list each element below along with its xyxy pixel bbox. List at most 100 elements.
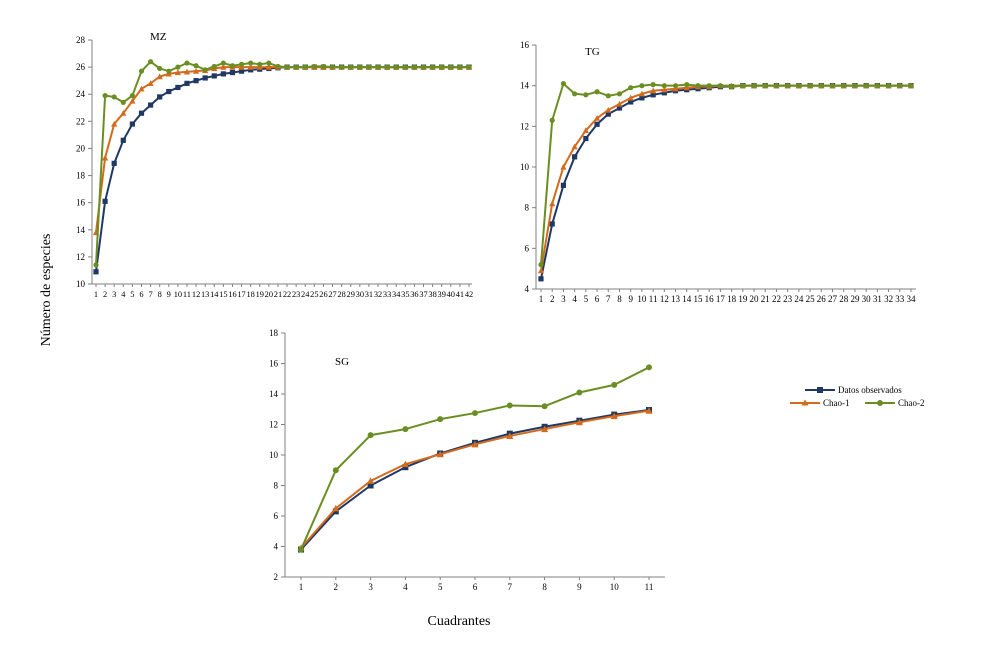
sg-y-tick-label: 16 <box>269 359 279 369</box>
mz-point-observed <box>111 160 117 166</box>
tg-x-tick-label: 28 <box>839 294 849 304</box>
mz-point-observed <box>102 198 108 204</box>
mz-x-tick-label: 8 <box>158 290 162 299</box>
mz-y-tick-label: 12 <box>76 252 85 262</box>
legend-label-observed: Datos observados <box>838 385 902 395</box>
tg-point-chao2 <box>616 91 623 97</box>
mz-x-tick-label: 11 <box>183 290 191 299</box>
tg-point-chao2 <box>583 92 589 98</box>
tg-x-tick-label: 2 <box>550 294 555 304</box>
tg-point-chao2 <box>818 83 824 89</box>
mz-x-tick-label: 33 <box>383 290 391 299</box>
mz-point-observed <box>193 78 199 84</box>
mz-point-chao1 <box>220 64 227 70</box>
sg-line-observed <box>300 409 650 551</box>
tg-point-chao2 <box>863 83 869 89</box>
mz-point-chao2 <box>211 63 217 70</box>
tg-point-chao2 <box>538 262 544 268</box>
tg-point-chao1 <box>650 87 657 94</box>
tg-point-chao1 <box>593 115 601 121</box>
sg-x-tick-label: 6 <box>473 582 478 592</box>
mz-line-chao1 <box>95 66 469 233</box>
mz-x-tick-label: 32 <box>374 290 382 299</box>
tg-point-chao2 <box>661 83 667 89</box>
mz-x-tick-label: 41 <box>456 290 464 299</box>
mz-series-observed <box>93 64 472 275</box>
mz-point-observed <box>248 67 254 73</box>
mz-y-tick-label: 24 <box>76 89 86 99</box>
sg-y-tick-label: 14 <box>269 389 279 399</box>
tg-x-tick-label: 25 <box>806 294 816 304</box>
mz-point-chao1 <box>120 110 127 116</box>
mz-point-chao2 <box>448 64 454 70</box>
mz-line-observed <box>95 66 469 272</box>
tg-y-tick-label: 6 <box>525 243 530 253</box>
tg-series-observed <box>538 83 914 282</box>
tg-line-observed <box>540 84 911 280</box>
sg-point-chao1 <box>401 460 409 468</box>
mz-point-chao2 <box>138 68 145 74</box>
tg-point-chao2 <box>796 83 802 89</box>
tg-point-chao1 <box>560 163 567 170</box>
mz-point-chao2 <box>147 59 154 65</box>
legend-item-chao1: Chao-1 <box>790 398 850 408</box>
mz-point-chao2 <box>420 64 427 70</box>
tg-point-chao2 <box>885 83 892 89</box>
mz-point-chao2 <box>329 64 336 70</box>
sg-series-observed <box>298 407 652 553</box>
mz-x-tick-label: 18 <box>246 290 254 299</box>
y-axis-label: Número de especies <box>39 234 54 347</box>
tg-x-tick-label: 19 <box>738 294 748 304</box>
sg-y-tick-label: 10 <box>269 450 279 460</box>
tg-y-tick-label: 10 <box>520 162 530 172</box>
mz-point-chao2 <box>111 94 117 100</box>
sg-point-chao1 <box>436 450 444 458</box>
sg-line-chao1 <box>300 409 650 549</box>
tg-x-tick-label: 11 <box>649 294 658 304</box>
tg-line-chao2 <box>540 82 911 265</box>
sg-point-observed <box>367 482 374 489</box>
x-axis-label: Cuadrantes <box>428 614 491 629</box>
tg-point-chao2 <box>807 83 813 89</box>
sg-point-chao1 <box>575 418 583 426</box>
mz-point-chao2 <box>402 64 408 70</box>
mz-y-tick-label: 28 <box>76 35 86 45</box>
sg-point-chao2 <box>611 381 618 388</box>
mz-x-tick-label: 37 <box>419 290 427 299</box>
sg-y-tick-label: 2 <box>274 572 279 582</box>
mz-x-tick-label: 17 <box>237 290 245 299</box>
mz-x-tick-label: 9 <box>167 290 171 299</box>
mz-point-chao2 <box>375 64 381 70</box>
tg-point-chao2 <box>740 83 746 89</box>
mz-x-tick-label: 38 <box>428 290 436 299</box>
mz-point-observed <box>157 94 163 100</box>
legend-marker-observed <box>817 387 823 393</box>
mz-point-chao2 <box>339 64 345 70</box>
tg-x-tick-label: 15 <box>693 294 703 304</box>
tg-point-chao2 <box>762 83 768 89</box>
legend-marker-chao1 <box>801 399 809 406</box>
sg-point-chao1 <box>645 407 653 414</box>
tg-x-tick-label: 27 <box>828 294 838 304</box>
sg-x-tick-label: 7 <box>508 582 513 592</box>
sg-point-chao2 <box>402 426 409 433</box>
sg-x-tick-label: 4 <box>403 582 408 592</box>
tg-point-chao2 <box>897 83 903 89</box>
tg-point-chao1 <box>582 127 589 133</box>
mz-x-tick-label: 36 <box>410 290 418 299</box>
tg-x-tick-label: 16 <box>705 294 715 304</box>
tg-x-tick-label: 10 <box>637 294 647 304</box>
mz-point-chao2 <box>439 64 445 70</box>
mz-x-tick-label: 39 <box>438 290 446 299</box>
tg-x-tick-label: 21 <box>761 294 770 304</box>
sg-series-chao2 <box>298 364 652 553</box>
mz-point-chao2 <box>311 63 317 70</box>
tg-x-tick-label: 23 <box>783 294 793 304</box>
mz-x-tick-label: 2 <box>103 290 107 299</box>
sg-x-tick-label: 5 <box>438 582 443 592</box>
tg-line-chao1 <box>540 84 911 271</box>
mz-point-chao1 <box>265 64 272 70</box>
mz-point-chao1 <box>192 68 200 74</box>
